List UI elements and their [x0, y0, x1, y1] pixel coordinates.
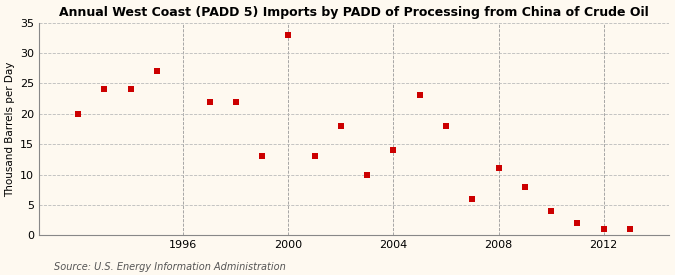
Point	[598, 227, 609, 232]
Point	[414, 93, 425, 98]
Point	[283, 32, 294, 37]
Point	[126, 87, 136, 92]
Point	[73, 112, 84, 116]
Point	[546, 209, 557, 213]
Point	[152, 69, 163, 73]
Point	[335, 124, 346, 128]
Text: Source: U.S. Energy Information Administration: Source: U.S. Energy Information Administ…	[54, 262, 286, 272]
Point	[467, 197, 478, 201]
Point	[362, 172, 373, 177]
Point	[99, 87, 110, 92]
Point	[204, 99, 215, 104]
Point	[572, 221, 583, 226]
Point	[309, 154, 320, 158]
Point	[256, 154, 267, 158]
Y-axis label: Thousand Barrels per Day: Thousand Barrels per Day	[5, 61, 16, 197]
Point	[520, 185, 531, 189]
Point	[230, 99, 241, 104]
Point	[624, 227, 635, 232]
Point	[493, 166, 504, 171]
Title: Annual West Coast (PADD 5) Imports by PADD of Processing from China of Crude Oil: Annual West Coast (PADD 5) Imports by PA…	[59, 6, 649, 18]
Point	[388, 148, 399, 152]
Point	[441, 124, 452, 128]
